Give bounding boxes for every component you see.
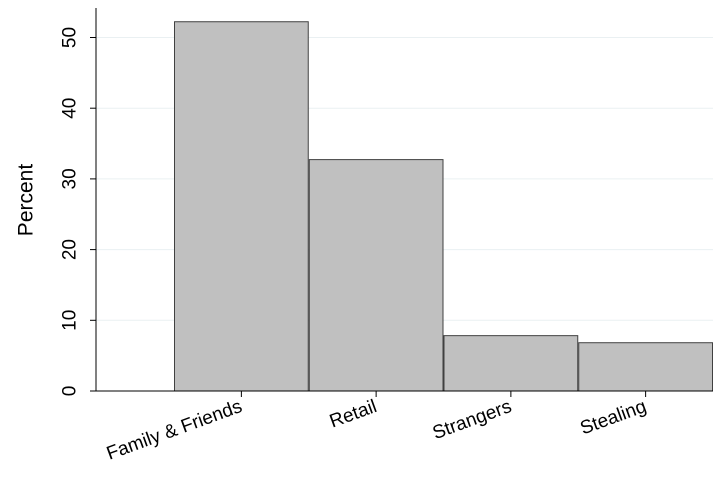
x-tick-label: Strangers	[430, 396, 515, 444]
y-tick-label: 50	[60, 27, 81, 48]
x-tick-label: Retail	[327, 396, 380, 432]
x-tick-label: Family & Friends	[104, 396, 245, 464]
y-tick-label: 20	[60, 239, 81, 260]
bar	[308, 159, 444, 392]
y-tick-label: 10	[60, 310, 81, 331]
axes	[95, 8, 713, 392]
bar	[174, 21, 309, 392]
bar	[443, 335, 579, 392]
y-tick-label: 0	[60, 386, 81, 397]
bar	[578, 342, 713, 392]
bars	[174, 21, 713, 392]
x-tick-label: Stealing	[578, 396, 650, 439]
y-axis-title: Percent	[15, 164, 38, 237]
x-ticks: Family & Friends Retail Strangers Stealing	[104, 391, 649, 465]
y-tick-label: 30	[60, 168, 81, 189]
y-tick-label: 40	[60, 98, 81, 119]
y-ticks: 0 10 20 30 40 50	[60, 27, 96, 397]
